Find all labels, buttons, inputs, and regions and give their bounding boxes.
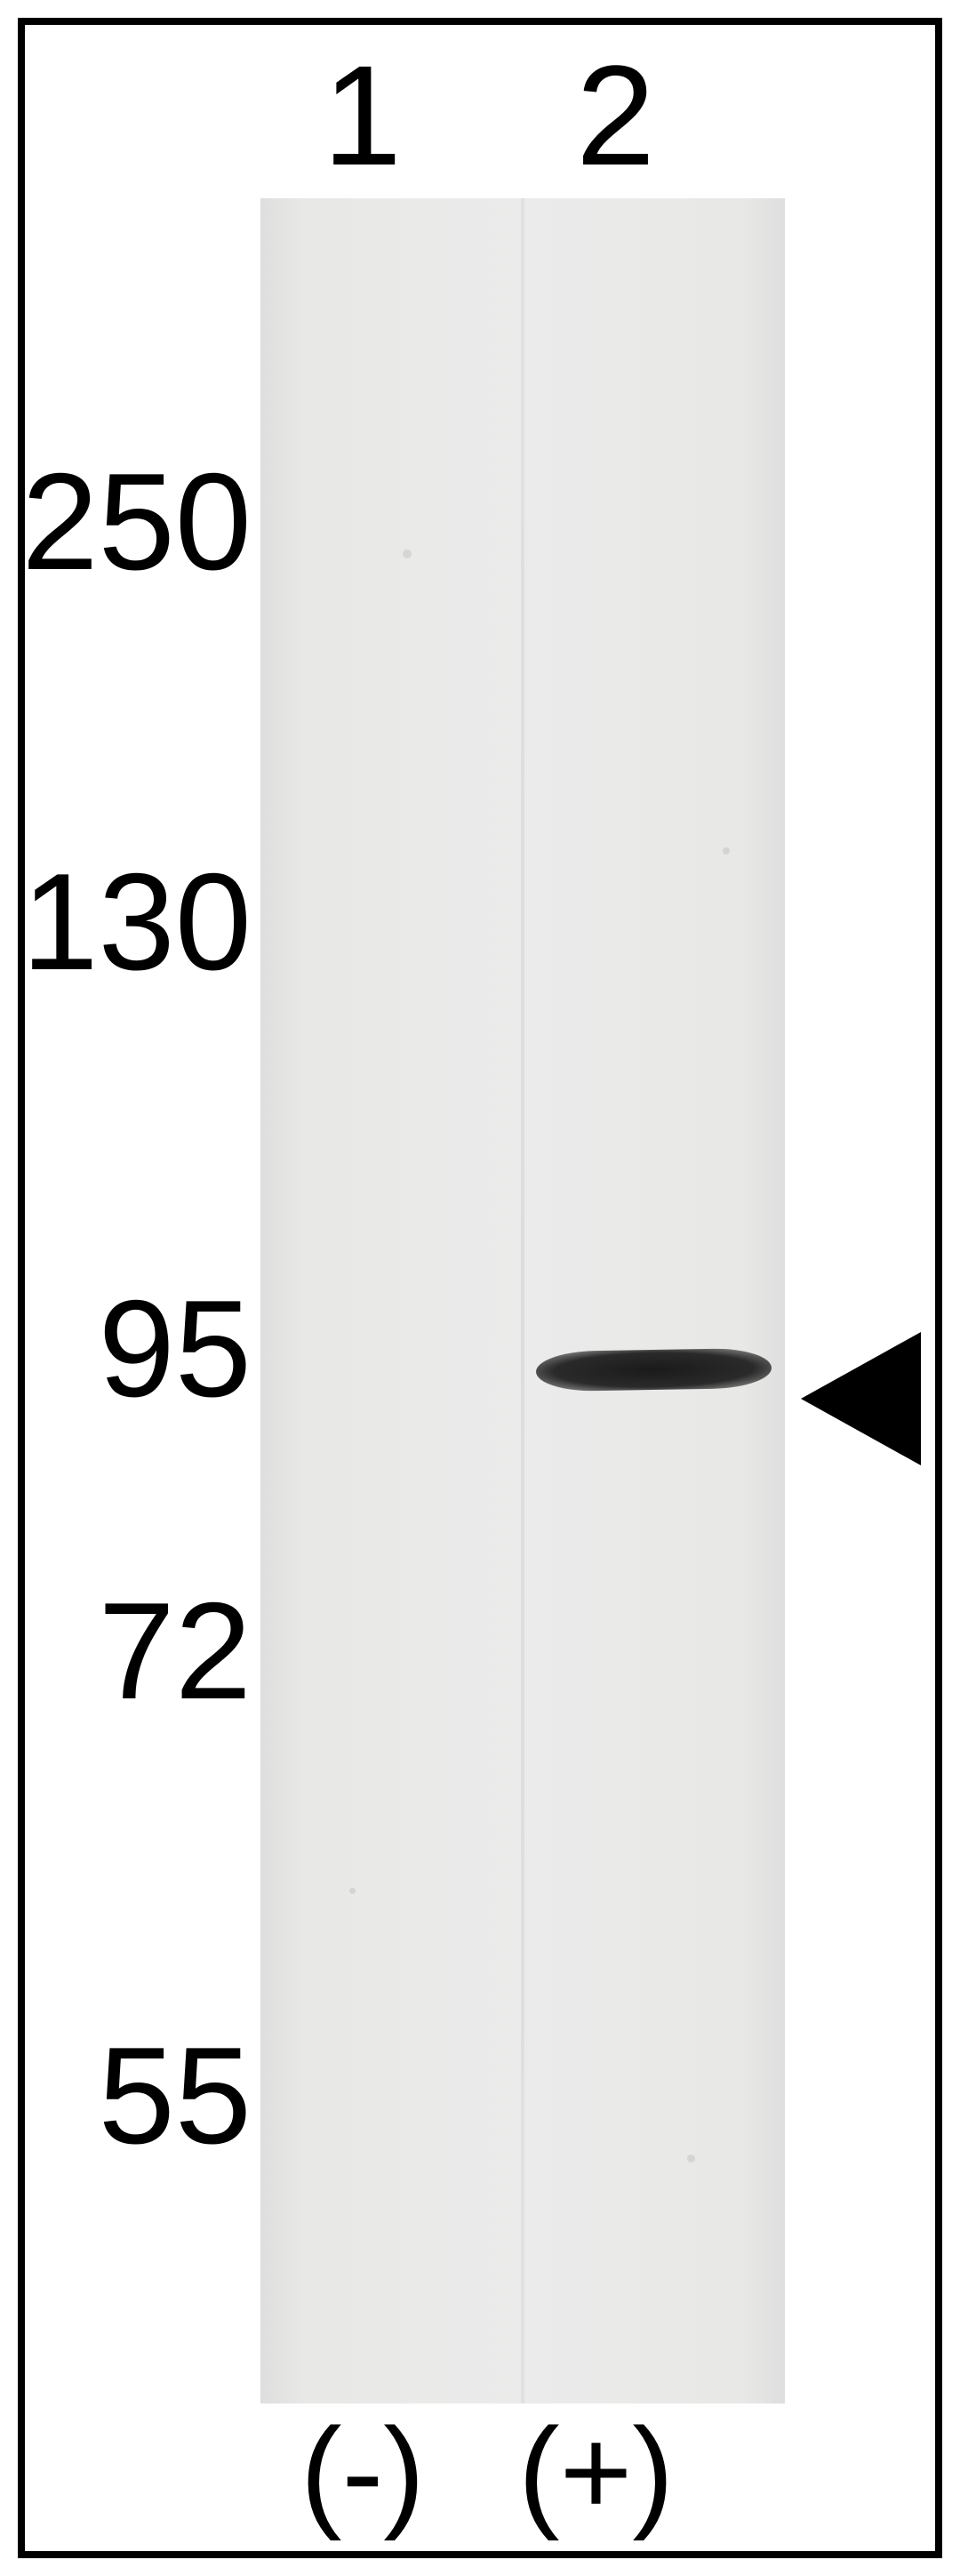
band-pointer-arrow-icon [801, 1332, 921, 1465]
protein-band [536, 1348, 772, 1392]
marker-130: 130 [20, 843, 252, 1001]
marker-250: 250 [20, 443, 252, 601]
lane-header-1: 1 [323, 34, 402, 197]
lane-condition-negative: (-) [300, 2400, 425, 2544]
marker-72: 72 [20, 1572, 252, 1730]
blot-frame: 1 2 250 130 95 72 55 (-) (+) [18, 18, 942, 2558]
lane-header-2: 2 [576, 34, 655, 197]
lane-condition-positive: (+) [518, 2400, 674, 2544]
marker-95: 95 [20, 1270, 252, 1428]
noise-spot [403, 550, 412, 558]
noise-spot [723, 847, 730, 855]
noise-spot [349, 1888, 356, 1894]
noise-spot [687, 2155, 695, 2163]
marker-55: 55 [20, 2017, 252, 2175]
blot-membrane [260, 198, 785, 2403]
lane-divider [521, 198, 524, 2403]
